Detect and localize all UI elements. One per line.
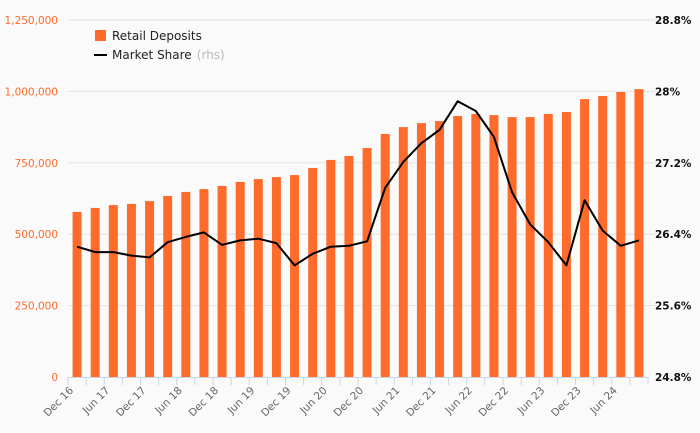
market-share-line [76, 100, 640, 267]
legend-label-retail-deposits: Retail Deposits [112, 29, 202, 43]
x-tick-label: Jun 18 [152, 385, 185, 418]
x-tick-label: Dec 16 [41, 384, 76, 419]
x-tick-label: Dec 17 [114, 385, 149, 420]
bar-retail-deposits [163, 195, 173, 377]
bar-retail-deposits [217, 185, 227, 377]
x-tick-label: Jun 20 [297, 385, 330, 418]
bar-retail-deposits [326, 159, 336, 377]
bar-retail-deposits [90, 207, 100, 377]
bar-retail-deposits [126, 203, 136, 377]
left-tick-label: 250,000 [15, 301, 58, 313]
bar-retail-deposits [598, 95, 608, 377]
x-tick-label: Dec 22 [476, 385, 511, 420]
bar-retail-deposits [181, 191, 191, 377]
bar-retail-deposits [235, 181, 245, 377]
bar-retail-deposits [580, 99, 590, 377]
right-tick-label: 24.8% [655, 372, 692, 384]
legend-label-market-share: Market Share [112, 48, 192, 62]
x-tick-label: Dec 18 [186, 385, 221, 420]
bar-retail-deposits [543, 113, 553, 377]
x-tick-label: Dec 19 [259, 385, 294, 420]
right-tick-label: 27.2% [655, 158, 692, 170]
bar-retail-deposits [362, 147, 372, 377]
right-tick-label: 25.6% [655, 301, 692, 313]
right-tick-label: 28.8% [655, 15, 692, 27]
bar-retail-deposits [561, 111, 571, 378]
bar-retail-deposits [435, 121, 445, 377]
left-tick-label: 1,250,000 [5, 15, 58, 27]
bar-retail-deposits [380, 133, 390, 377]
bar-retail-deposits [271, 177, 281, 377]
x-tick-label: Dec 21 [404, 385, 439, 420]
bar-retail-deposits [108, 205, 118, 377]
bar-retail-deposits [471, 113, 481, 377]
bar-retail-deposits [145, 201, 155, 377]
right-tick-label: 26.4% [655, 229, 692, 241]
left-tick-label: 1,000,000 [5, 86, 58, 98]
x-tick-label: Jun 23 [515, 385, 548, 418]
bar-retail-deposits [72, 211, 82, 377]
bar-retail-deposits [344, 155, 354, 377]
x-tick-label: Jun 17 [80, 385, 113, 418]
left-tick-label: 750,000 [15, 158, 58, 170]
legend-label-rhs: (rhs) [197, 48, 225, 62]
svg-text:Market Share (rhs): Market Share (rhs) [112, 44, 225, 63]
left-tick-label: 0 [51, 372, 58, 384]
bar-retail-deposits [416, 123, 426, 378]
legend-swatch-retail-deposits [95, 30, 106, 41]
legend: Retail Deposits Market Share (rhs) [94, 29, 225, 63]
x-tick-label: Dec 20 [331, 385, 366, 420]
x-tick-label: Dec 23 [549, 385, 584, 420]
right-tick-label: 28% [655, 86, 681, 98]
bar-retail-deposits [489, 115, 499, 377]
bar-retail-deposits [253, 179, 263, 377]
x-tick-label: Jun 24 [587, 384, 620, 417]
bar-retail-deposits [507, 117, 517, 377]
bar-retail-deposits [453, 115, 463, 377]
bar-retail-deposits [308, 167, 318, 377]
bar-retail-deposits [616, 91, 626, 378]
left-tick-label: 500,000 [15, 229, 58, 241]
x-tick-label: Jun 22 [442, 385, 475, 418]
x-tick-label: Jun 19 [225, 385, 258, 418]
x-tick-label: Jun 21 [370, 385, 403, 418]
bar-retail-deposits [525, 117, 535, 377]
bar-retail-deposits [398, 127, 408, 377]
bar-retail-deposits [199, 189, 209, 377]
bar-retail-deposits [634, 89, 644, 377]
bar-retail-deposits [290, 175, 300, 377]
